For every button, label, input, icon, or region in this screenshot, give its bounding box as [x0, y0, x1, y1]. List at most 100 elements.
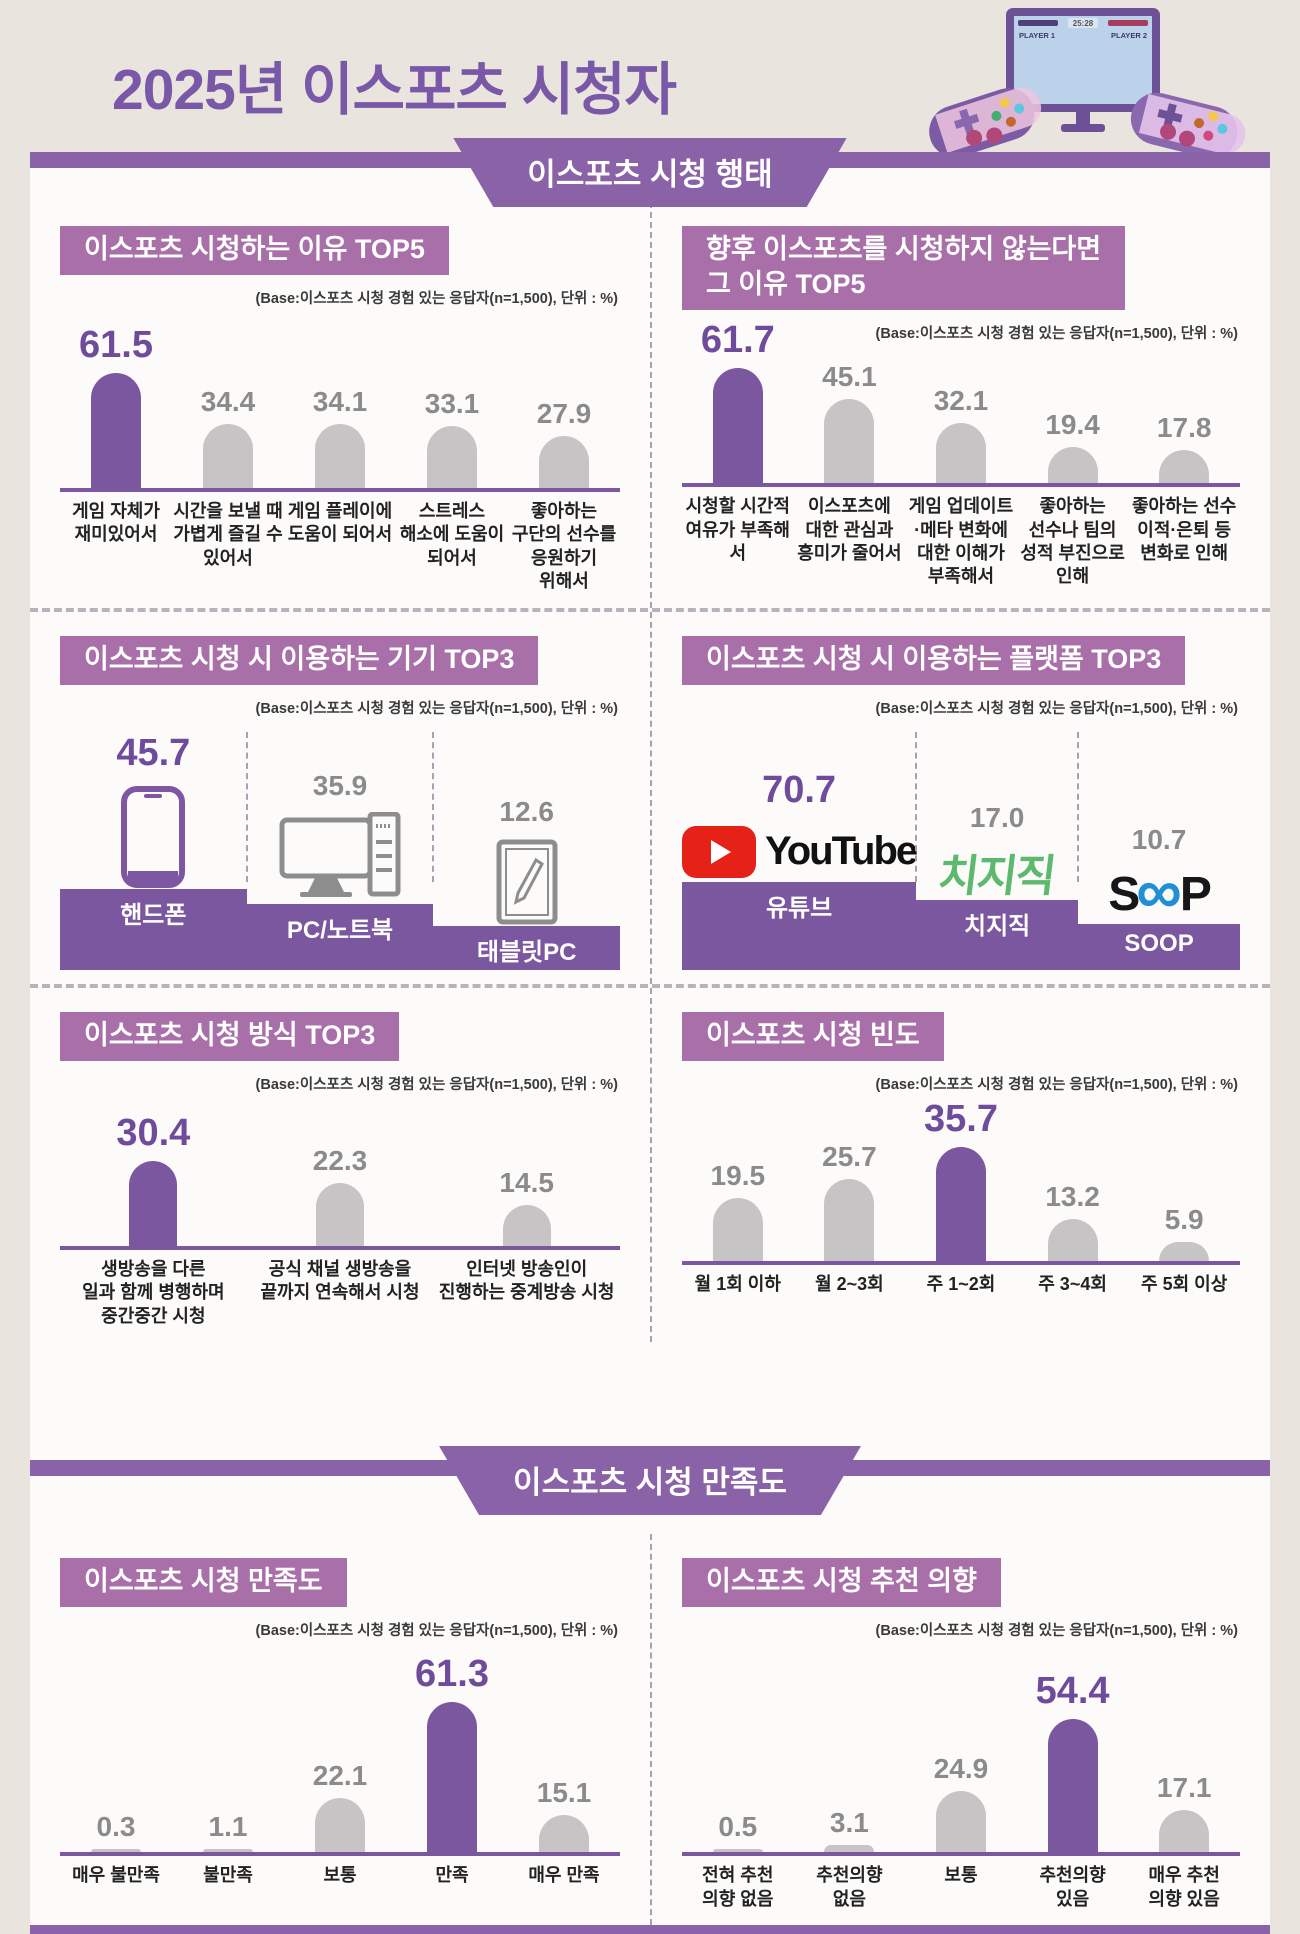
- bar-labels: 시청할 시간적 여유가 부족해서 이스포츠에 대한 관심과 흥미가 줄어서 게임 업…: [682, 495, 1240, 589]
- bar-value: 15.1: [536, 1777, 592, 1809]
- bar-labels: 월 1회 이하 월 2~3회 주 1~2회 주 3~4회 주 5회 이상: [682, 1273, 1240, 1296]
- base-note: (Base:이스포츠 시청 경험 있는 응답자(n=1,500), 단위 : %…: [875, 326, 1238, 343]
- bar-value: 19.5: [710, 1160, 766, 1192]
- bar: [203, 1849, 253, 1853]
- bar-group: 61.7 45.1 32.1 19.4 17.8: [682, 319, 1240, 488]
- bar: [712, 367, 763, 484]
- bar: [502, 1205, 551, 1246]
- bar-item: 0.3: [60, 1811, 172, 1853]
- bar-label: 좋아하는 선수나 팀의 성적 부진으로 인해: [1020, 496, 1125, 587]
- chart-devices: 이스포츠 시청 시 이용하는 기기 TOP3 (Base:이스포츠 시청 경험 …: [30, 612, 650, 984]
- tv-timer: 25:28: [1073, 19, 1094, 28]
- bar-value: 25.7: [822, 1140, 877, 1172]
- bar-value: 17.1: [1156, 1772, 1212, 1804]
- bar-item: 32.1: [905, 385, 1017, 484]
- smartphone-icon: [121, 785, 186, 888]
- bar-value: 33.1: [424, 388, 480, 420]
- bar-label: 좋아하는 구단의 선수를 응원하기 위해서: [511, 501, 617, 592]
- bar-group: 0.5 3.1 24.9 54.4 17.1: [682, 1656, 1240, 1857]
- bar: [1047, 1218, 1098, 1261]
- bar-label: 매우 불만족: [72, 1865, 160, 1886]
- bar-item: 25.7: [794, 1141, 906, 1261]
- bar-item: 19.5: [682, 1160, 794, 1261]
- row-devices-platforms: 이스포츠 시청 시 이용하는 기기 TOP3 (Base:이스포츠 시청 경험 …: [30, 611, 1270, 988]
- bar-item: 14.5: [433, 1167, 620, 1246]
- bar-label: 시청할 시간적 여유가 부족해서: [685, 496, 790, 563]
- bar-value: 34.4: [200, 385, 256, 417]
- chart-watch-frequency: 이스포츠 시청 빈도 (Base:이스포츠 시청 경험 있는 응답자(n=1,5…: [650, 987, 1270, 1343]
- bar-value: 19.4: [1045, 408, 1100, 440]
- chart-title: 이스포츠 시청하는 이유 TOP5: [60, 226, 449, 276]
- podium-label: PC/노트북: [286, 916, 394, 944]
- podium-group: 45.7 핸드폰 35.9 PC/노트북 12.6 태블릿PC: [60, 731, 621, 970]
- bar: [129, 1160, 178, 1246]
- podium-group: 70.7 YouTube 유튜브 17.0 치지직 치지직 10.7 S ∞ P SOOP: [682, 731, 1240, 970]
- bar-item: 3.1: [794, 1807, 906, 1853]
- bar-item: 24.9: [905, 1753, 1017, 1853]
- bar-item: 35.7: [905, 1098, 1017, 1261]
- bar-item: 34.4: [172, 385, 284, 489]
- bar: [315, 1797, 365, 1853]
- chzzk-logo: 치지직: [935, 851, 1058, 901]
- chart-title: 이스포츠 시청 시 이용하는 기기 TOP3: [60, 635, 539, 685]
- bar-label: 게임 자체가 재미있어서: [72, 501, 160, 545]
- bar-label: 이스포츠에 대한 관심과 흥미가 줄어서: [797, 496, 902, 563]
- base-note: (Base:이스포츠 시청 경험 있는 응답자(n=1,500), 단위 : %…: [255, 700, 618, 717]
- page-title: 2025년 이스포츠 시청자: [112, 58, 677, 122]
- youtube-logo: YouTube: [682, 822, 918, 882]
- chart-title: 이스포츠 시청 시 이용하는 플랫폼 TOP3: [682, 635, 1186, 685]
- bar-value: 17.8: [1156, 411, 1212, 443]
- bar-value: 24.9: [933, 1753, 989, 1785]
- bar-labels: 게임 자체가 재미있어서 시간을 보낼 때 가볍게 즐길 수 있어서 게임 플레이에…: [60, 500, 620, 594]
- base-note: (Base:이스포츠 시청 경험 있는 응답자(n=1,500), 단위 : %…: [875, 700, 1238, 717]
- bar-value: 45.1: [822, 360, 877, 392]
- base-note: (Base:이스포츠 시청 경험 있는 응답자(n=1,500), 단위 : %…: [255, 1076, 618, 1093]
- panel-viewing-behavior: 이스포츠 시청 행태 이스포츠 시청하는 이유 TOP5 (Base:이스포츠 …: [30, 152, 1270, 1461]
- bar: [1047, 446, 1098, 484]
- bar-label: 월 2~3회: [815, 1273, 884, 1294]
- podium-step: PC/노트북: [246, 903, 434, 970]
- bar-value: 27.9: [536, 397, 592, 429]
- podium-step: 태블릿PC: [433, 925, 621, 970]
- bar-item: 61.5: [60, 324, 172, 489]
- chart-title: 이스포츠 시청 방식 TOP3: [60, 1011, 400, 1061]
- bar-item: 30.4: [60, 1112, 247, 1246]
- bar: [1159, 1241, 1210, 1261]
- bar-labels: 전혀 추천 의향 없음 추천의향 없음 보통 추천의향 있음 매우 추천 의향 있음: [682, 1864, 1240, 1911]
- bar: [935, 1791, 986, 1853]
- game-controller-icon: [929, 87, 1042, 152]
- podium-label: 치지직: [963, 912, 1031, 940]
- bar: [316, 1183, 364, 1246]
- bar-group: 19.5 25.7 35.7 13.2 5.9: [682, 1098, 1240, 1265]
- bar-label: 매우 만족: [528, 1865, 600, 1886]
- bar: [91, 1849, 141, 1853]
- bar-value: 34.1: [312, 386, 368, 418]
- bar: [935, 1146, 986, 1261]
- bar: [935, 423, 986, 484]
- bar-value: 17.0: [969, 801, 1025, 833]
- tv-player1-label: PLAYER 1: [1019, 31, 1055, 40]
- base-note: (Base:이스포츠 시청 경험 있는 응답자(n=1,500), 단위 : %…: [875, 1076, 1238, 1093]
- bar-label: 인터넷 방송인이 진행하는 중계방송 시청: [438, 1258, 615, 1303]
- bar-group: 30.4 22.3 14.5: [60, 1110, 620, 1250]
- bar: [427, 426, 477, 489]
- base-note: (Base:이스포츠 시청 경험 있는 응답자(n=1,500), 단위 : %…: [875, 1623, 1238, 1640]
- bar-item: 0.5: [682, 1811, 794, 1853]
- game-controller-icon: [1130, 92, 1246, 152]
- bar-labels: 생방송을 다른 일과 함께 병행하며 중간중간 시청 공식 채널 생방송을 끝까지…: [60, 1258, 620, 1328]
- bar-value: 0.5: [718, 1811, 758, 1843]
- bar-label: 월 1회 이하: [694, 1273, 781, 1294]
- bar-label: 주 5회 이상: [1141, 1273, 1228, 1294]
- bar-item: 5.9: [1128, 1204, 1240, 1261]
- bar-item: 61.3: [396, 1653, 508, 1853]
- bar-label: 생방송을 다른 일과 함께 병행하며 중간중간 시청: [82, 1258, 225, 1326]
- section-banner-satisfaction: 이스포츠 시청 만족도: [439, 1446, 861, 1515]
- base-note: (Base:이스포츠 시청 경험 있는 응답자(n=1,500), 단위 : %…: [255, 291, 618, 308]
- bar-label: 게임 플레이에 도움이 되어서: [287, 501, 393, 545]
- row-reasons: 이스포츠 시청하는 이유 TOP5 (Base:이스포츠 시청 경험 있는 응답…: [30, 168, 1270, 612]
- bar-label: 주 3~4회: [1038, 1273, 1107, 1294]
- youtube-play-icon: [682, 825, 756, 878]
- bar-value: 22.3: [312, 1145, 368, 1177]
- podium-step: 유튜브: [682, 881, 917, 970]
- bar-labels: 매우 불만족 불만족 보통 만족 매우 만족: [60, 1864, 620, 1887]
